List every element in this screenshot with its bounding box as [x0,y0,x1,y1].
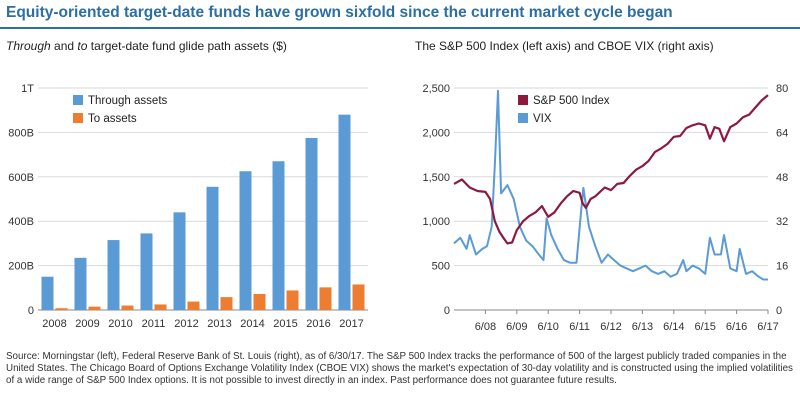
bar-x-tick-label: 2009 [75,318,99,330]
line-x-tick-label: 6/17 [757,321,778,333]
legend-vix-label: VIX [533,113,552,125]
sp500-vix-line-chart: 0 500 1,000 1,500 2,000 2,500 0 16 32 48 64 80 6/08 6… [422,83,788,333]
bar-x-tick-label: 2016 [306,318,330,330]
line-x-tick-label: 6/08 [475,321,496,333]
bar-through-2010 [107,240,120,310]
left-y-tick-label: 2,000 [422,127,450,139]
legend-sp500-swatch [518,95,528,105]
legend-through-label: Through assets [88,95,168,107]
line-x-tick-label: 6/15 [694,321,715,333]
subtitle-through: Through [6,39,51,53]
bar-y-tick-label: 1T [21,83,34,95]
bar-x-tick-label: 2014 [240,318,264,330]
bar-y-tick-label: 200B [8,261,34,273]
line-x-tick-label: 6/13 [632,321,653,333]
legend-through-swatch [73,95,83,105]
line-x-tick-label: 6/10 [537,321,558,333]
page-title: Equity-oriented target-date funds have g… [6,4,673,21]
sp500-line [453,94,769,245]
legend-to-label: To assets [88,113,137,125]
line-x-tick-label: 6/09 [506,321,527,333]
subtitle-and: and [50,39,78,53]
footnote: Source: Morningstar (left), Federal Rese… [6,351,793,386]
right-y-tick-label: 48 [776,172,788,184]
line-x-tick-label: 6/11 [569,321,590,333]
bar-y-tick-label: 0 [28,305,34,317]
right-y-tick-label: 32 [776,216,788,228]
bar-through-2008 [41,276,54,310]
bar-to-2012 [187,301,200,310]
line-x-tick-label: 6/12 [600,321,621,333]
right-y-tick-label: 64 [776,127,788,139]
bar-y-tick-label: 800B [8,127,34,139]
bar-y-tick-label: 600B [8,172,34,184]
bar-x-tick-label: 2010 [108,318,132,330]
right-y-tick-label: 80 [776,83,788,95]
right-chart-subtitle: The S&P 500 Index (left axis) and CBOE V… [415,39,714,53]
bar-y-tick-label: 400B [8,216,34,228]
left-chart-subtitle: Through and to target-date fund glide pa… [6,39,287,53]
bar-x-tick-label: 2012 [174,318,198,330]
bar-to-2011 [154,304,167,310]
legend-sp500-label: S&P 500 Index [533,95,610,107]
bar-through-2017 [338,114,351,310]
bar-through-2012 [173,212,186,310]
bar-to-2017 [352,284,365,310]
glide-path-bar-chart: 0 200B 400B 600B 800B 1T 2008 2009 2010 2011 2012 2… [8,83,368,330]
right-y-tick-label: 16 [776,261,788,273]
right-y-tick-label: 0 [776,305,782,317]
bar-x-tick-label: 2008 [42,318,66,330]
left-y-tick-label: 1,500 [422,172,450,184]
bar-to-2015 [286,290,299,310]
bar-x-tick-label: 2017 [339,318,363,330]
legend-to-swatch [73,113,83,123]
bar-through-2013 [206,186,219,310]
left-y-tick-label: 1,000 [422,216,450,228]
bar-to-2008 [55,308,68,310]
title-rule [0,27,800,29]
left-y-tick-label: 0 [444,305,450,317]
bar-through-2011 [140,233,153,310]
bar-x-tick-label: 2011 [142,318,166,330]
left-y-tick-label: 500 [432,261,450,273]
bar-to-2013 [220,297,233,310]
vix-line [453,89,768,281]
line-x-tick-label: 6/14 [663,321,684,333]
subtitle-to: to [77,39,88,53]
bar-to-2009 [88,306,101,310]
line-x-tick-label: 6/16 [726,321,747,333]
bar-through-2015 [272,161,285,310]
bar-to-2016 [319,287,332,310]
subtitle-rest: target-date fund glide path assets ($) [87,39,287,53]
bar-x-tick-label: 2013 [207,318,231,330]
bar-to-2014 [253,294,266,310]
bar-through-2009 [74,257,87,310]
bar-through-2016 [305,137,318,310]
bar-to-2010 [121,305,134,310]
left-y-tick-label: 2,500 [422,83,450,95]
bar-x-tick-label: 2015 [273,318,297,330]
legend-vix-swatch [518,113,528,123]
bar-through-2014 [239,171,252,310]
